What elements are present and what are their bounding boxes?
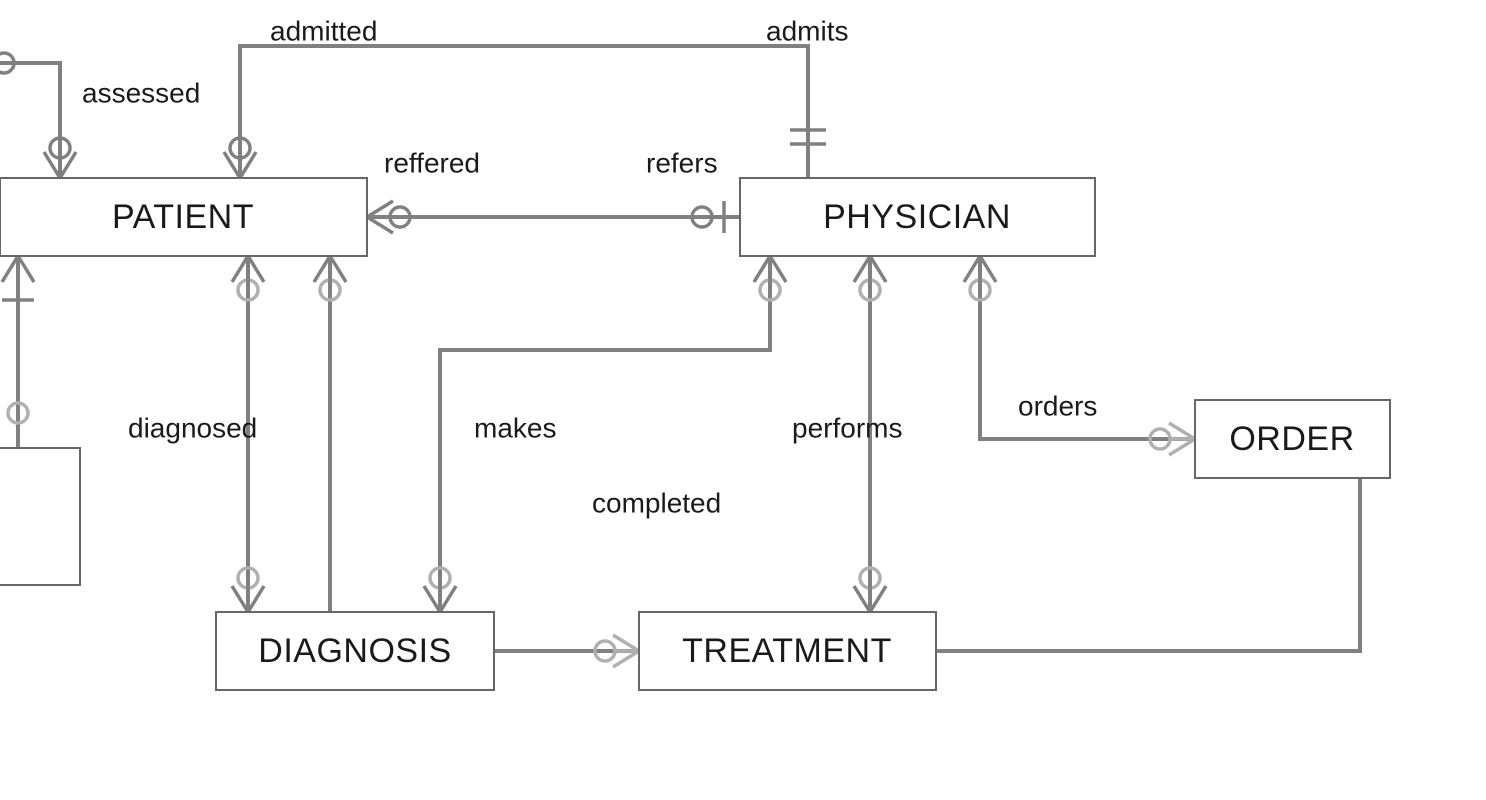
crow-foot [964, 256, 996, 282]
entity-label: TREATMENT [682, 632, 892, 670]
crow-foot [224, 152, 256, 178]
rel-label-diagnosed: diagnosed [128, 412, 257, 443]
entity-label: DIAGNOSIS [258, 632, 451, 670]
rel-label-admitted: admitted [270, 15, 377, 46]
entity-patient: PATIENT [0, 178, 367, 256]
rel-label-completed: completed [592, 487, 721, 518]
edge-completed [330, 256, 639, 651]
entity-order: ORDER [1195, 400, 1390, 478]
entity-partial [0, 448, 80, 585]
rel-label-performs: performs [792, 412, 902, 443]
entity-label: ORDER [1229, 420, 1354, 458]
crow-foot [1169, 423, 1195, 455]
crow-foot [854, 586, 886, 612]
crow-foot [754, 256, 786, 282]
entity-label: PHYSICIAN [823, 198, 1011, 236]
rel-label-refers: refers [646, 147, 718, 178]
entity-treatment: TREATMENT [639, 612, 936, 690]
crow-foot [2, 256, 34, 282]
edge-admit [240, 46, 808, 178]
crow-foot [854, 256, 886, 282]
rel-label-makes: makes [474, 412, 556, 443]
crow-foot [44, 152, 76, 178]
crow-foot [424, 586, 456, 612]
entity-diagnosis: DIAGNOSIS [216, 612, 494, 690]
rel-label-orders: orders [1018, 390, 1097, 421]
er-diagram-canvas: PATIENT PHYSICIAN DIAGNOSIS TREATMENT OR… [0, 0, 1486, 800]
crow-foot [367, 201, 393, 233]
entity-label: PATIENT [112, 198, 254, 236]
crow-foot [232, 586, 264, 612]
edge-order-treatment [936, 478, 1360, 651]
rel-label-admits: admits [766, 15, 848, 46]
rel-label-reffered: reffered [384, 147, 480, 178]
entity-physician: PHYSICIAN [740, 178, 1095, 256]
rel-label-assessed: assessed [82, 77, 200, 108]
crow-foot [314, 256, 346, 282]
crow-foot [232, 256, 264, 282]
crow-foot [613, 635, 639, 667]
